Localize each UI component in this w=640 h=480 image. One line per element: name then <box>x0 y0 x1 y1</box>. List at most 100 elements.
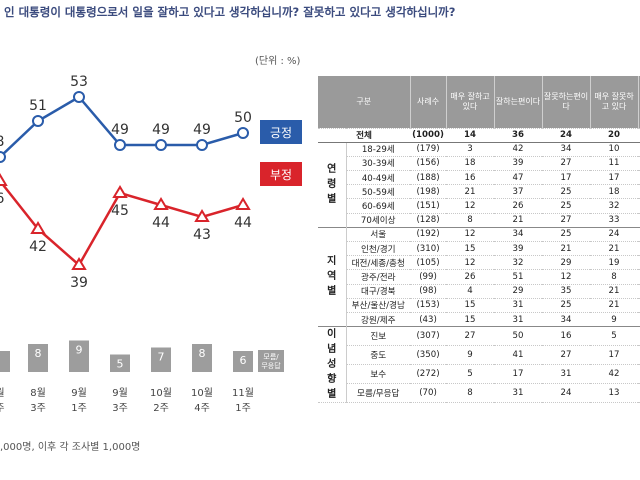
row-label: 40-49세 <box>346 170 411 186</box>
row-value: 24 <box>542 128 591 143</box>
row-sample: (272) <box>410 364 447 385</box>
row-value: 15 <box>446 298 495 313</box>
row-value <box>638 383 640 404</box>
point-positive-3 <box>114 139 126 151</box>
point-positive-5 <box>196 139 208 151</box>
row-label: 전체 <box>318 128 411 143</box>
row-value: 39 <box>494 156 543 172</box>
x-tick-month-0: 월 <box>0 387 5 399</box>
legend-negative-text: 부정 <box>270 168 292 182</box>
point-negative-5 <box>194 209 210 222</box>
table-row: 부산/울산/경남 (153) 15 31 25 21 <box>318 298 640 313</box>
question-title: 인 대통령이 대통령으로서 일을 잘하고 있다고 생각하십니까? 잘못하고 있다… <box>4 5 456 19</box>
row-label: 대구/경북 <box>346 284 411 299</box>
row-value <box>638 213 640 228</box>
row-value: 42 <box>590 364 639 385</box>
row-value: 39 <box>494 241 543 257</box>
point-negative-2 <box>71 257 87 270</box>
row-value <box>638 156 640 172</box>
row-sample: (105) <box>410 255 447 271</box>
row-value: 21 <box>542 241 591 257</box>
row-value: 42 <box>494 142 543 157</box>
row-sample: (156) <box>410 156 447 172</box>
table-row: 대전/세종/충청 (105) 12 32 29 19 <box>318 255 640 271</box>
x-tick-month-6: 11월 <box>232 387 254 399</box>
table-row: 인천/경기 (310) 15 39 21 21 <box>318 241 640 257</box>
row-label: 중도 <box>346 345 411 366</box>
label-positive-5: 49 <box>193 122 211 138</box>
point-positive-1 <box>32 115 44 127</box>
row-value: 25 <box>542 298 591 313</box>
row-value: 14 <box>446 128 495 143</box>
row-value: 26 <box>494 198 543 214</box>
row-value: 26 <box>446 269 495 285</box>
row-label: 인천/경기 <box>346 241 411 257</box>
label-negative-6: 44 <box>234 215 252 231</box>
header-very-bad: 매우 잘못하고 있다 <box>590 76 639 129</box>
label-negative-5: 43 <box>193 227 211 243</box>
row-sample: (99) <box>410 269 447 285</box>
row-value: 27 <box>542 345 591 366</box>
row-value: 11 <box>590 156 639 172</box>
row-value: 50 <box>494 326 543 347</box>
row-value: 15 <box>446 241 495 257</box>
row-value: 36 <box>494 128 543 143</box>
label-negative-1: 42 <box>29 239 47 255</box>
row-value <box>638 269 640 285</box>
row-value: 35 <box>542 284 591 299</box>
row-sample: (151) <box>410 198 447 214</box>
row-value: 31 <box>494 312 543 328</box>
row-label: 강원/제주 <box>346 312 411 328</box>
legend-no-answer-box <box>258 350 284 372</box>
row-value: 34 <box>494 226 543 243</box>
label-positive-4: 49 <box>152 122 170 138</box>
point-negative-6 <box>235 197 251 210</box>
row-value: 37 <box>494 184 543 200</box>
row-sample: (350) <box>410 345 447 366</box>
row-label: 광주/전라 <box>346 269 411 285</box>
legend-positive-text: 긍정 <box>270 126 292 140</box>
row-value: 27 <box>542 156 591 172</box>
bar-label-6: 6 <box>240 354 247 367</box>
table-row: 30-39세 (156) 18 39 27 11 <box>318 156 640 172</box>
x-tick-month-5: 10월 <box>191 387 213 399</box>
row-value: 8 <box>446 383 495 404</box>
bar-no-answer-1 <box>28 344 48 372</box>
row-value: 27 <box>542 213 591 228</box>
bar-no-answer-0 <box>0 351 10 372</box>
row-label: 70세이상 <box>346 213 411 228</box>
row-sample: (192) <box>410 226 447 243</box>
row-value: 21 <box>494 213 543 228</box>
table-row: 70세이상 (128) 8 21 27 33 <box>318 213 640 228</box>
table-row-total: 전체 (1000) 14 36 24 20 <box>318 128 640 143</box>
row-value: 19 <box>590 255 639 271</box>
point-positive-6 <box>237 127 249 139</box>
row-sample: (153) <box>410 298 447 313</box>
row-value: 24 <box>590 226 639 243</box>
approval-trend-chart: 8 9 5 7 8 6 모름/무응답월주 8월 3주 9월 1주 9월 3주 10월 2주 10월 4주 11월 1… <box>0 74 302 414</box>
row-value: 13 <box>590 383 639 404</box>
row-value: 4 <box>446 284 495 299</box>
row-value: 16 <box>446 170 495 186</box>
bar-label-1: 8 <box>35 347 42 360</box>
point-negative-1 <box>30 221 46 234</box>
row-value: 33 <box>590 213 639 228</box>
table-row: 중도 (350) 9 41 27 17 <box>318 345 640 366</box>
point-negative-3 <box>112 185 128 198</box>
row-value: 18 <box>590 184 639 200</box>
row-value: 25 <box>542 184 591 200</box>
unit-label: (단위 : %) <box>255 56 301 67</box>
row-value: 21 <box>446 184 495 200</box>
row-value: 12 <box>446 255 495 271</box>
row-label: 진보 <box>346 326 411 347</box>
bar-label-4: 7 <box>158 351 165 364</box>
row-value: 15 <box>446 312 495 328</box>
row-sample: (128) <box>410 213 447 228</box>
row-value: 29 <box>494 284 543 299</box>
table-row: 40-49세 (188) 16 47 17 17 <box>318 170 640 186</box>
row-value: 21 <box>590 284 639 299</box>
row-value: 31 <box>494 298 543 313</box>
row-value: 17 <box>542 170 591 186</box>
